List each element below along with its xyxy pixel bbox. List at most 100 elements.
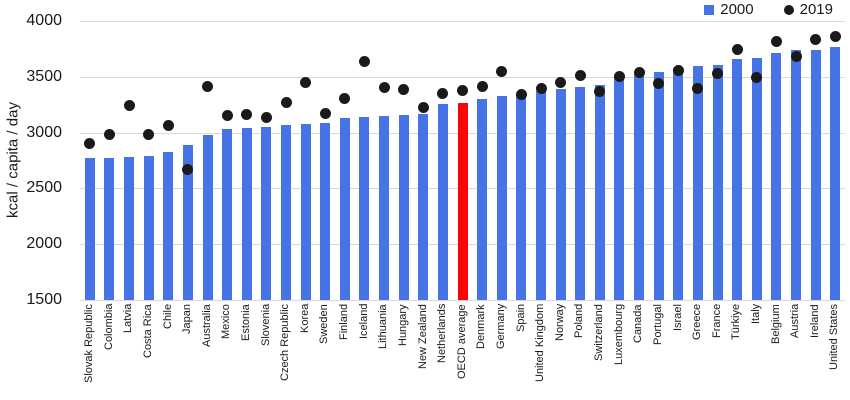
bar-2000-denmark: [477, 99, 488, 300]
x-axis-label-france: France: [710, 304, 723, 339]
x-axis-label-israel: Israel: [671, 304, 684, 331]
bar-2000-canada: [634, 73, 644, 300]
bar-2000-czech-republic: [281, 125, 291, 300]
bar-2000-korea: [300, 123, 311, 300]
legend-label-2019: 2019: [799, 1, 833, 18]
dot-2019-colombia: [103, 128, 115, 140]
dot-2019-finland: [339, 92, 351, 104]
dot-2019-denmark: [476, 80, 488, 92]
x-axis-label-netherlands: Netherlands: [436, 304, 449, 364]
bar-2000-switzerland: [594, 84, 605, 300]
x-axis-label-lithuania: Lithuania: [377, 304, 390, 349]
dot-2019-japan: [182, 163, 194, 175]
dot-2019-ireland: [810, 33, 822, 45]
dot-2019-united-kingdom: [535, 82, 547, 94]
bar-2000-belgium: [771, 53, 782, 300]
bar-2000-germany: [496, 95, 507, 300]
bar-2000-slovenia: [261, 127, 272, 300]
bar-2000-costa-rica: [143, 156, 154, 300]
y-tick-label-3500: 3500: [26, 67, 62, 85]
dot-2019-switzerland: [594, 85, 606, 97]
x-axis-label-austria: Austria: [789, 304, 802, 339]
bar-2000-latvia: [124, 157, 134, 300]
dot-2019-latvia: [123, 99, 135, 111]
bar-2000-new-zealand: [418, 113, 429, 300]
dot-2019-portugal: [653, 78, 665, 89]
highlight-bar-oecd-average: [457, 103, 468, 300]
x-axis-label-sweden: Sweden: [318, 304, 331, 344]
bar-2000-spain: [516, 94, 527, 300]
x-axis-label-mexico: Mexico: [220, 304, 233, 339]
legend-dot-marker: [783, 4, 794, 15]
x-axis-label-denmark: Denmark: [475, 304, 488, 349]
dot-2019-lithuania: [378, 81, 390, 93]
dot-2019-italy: [751, 71, 763, 83]
x-axis-label-spain: Spain: [514, 304, 527, 333]
dot-2019-slovak-republic: [84, 138, 96, 150]
gridline-4000: [80, 21, 845, 22]
bar-2000-norway: [555, 89, 566, 300]
x-axis-label-germany: Germany: [494, 304, 507, 350]
x-axis-label-switzerland: Switzerland: [593, 304, 605, 361]
dot-2019-canada: [633, 66, 645, 78]
x-axis-label-united-states: United States: [828, 304, 841, 371]
dot-2019-slovenia: [260, 111, 272, 123]
dot-2019-iceland: [358, 55, 370, 67]
dot-2019-t-rkiye: [731, 44, 743, 55]
y-tick-label-1500: 1500: [26, 291, 62, 308]
bar-2000-united-kingdom: [536, 91, 546, 300]
bar-2000-estonia: [241, 128, 252, 300]
dot-2019-spain: [515, 89, 527, 101]
y-tick-label-3000: 3000: [26, 123, 62, 141]
dot-2019-korea: [300, 76, 312, 88]
bar-2000-slovak-republic: [84, 158, 95, 300]
dot-2019-united-states: [829, 31, 841, 43]
bar-2000-portugal: [653, 71, 664, 300]
x-axis-label-norway: Norway: [553, 304, 566, 342]
dot-2019-estonia: [241, 109, 253, 121]
legend-item-2019: 2019: [783, 1, 833, 18]
x-axis-label-iceland: Iceland: [357, 304, 370, 340]
bar-2000-united-states: [830, 47, 841, 300]
legend-square-marker: [704, 4, 715, 15]
bar-2000-australia: [202, 134, 213, 300]
x-axis-label-colombia: Colombia: [102, 304, 115, 351]
x-axis-label-estonia: Estonia: [239, 304, 252, 341]
dot-2019-chile: [162, 119, 174, 131]
x-axis-label-poland: Poland: [573, 304, 586, 339]
bar-2000-mexico: [222, 129, 233, 300]
bar-2000-italy: [751, 57, 762, 300]
x-axis-label-italy: Italy: [749, 304, 762, 325]
x-axis-label-korea: Korea: [298, 304, 311, 334]
x-axis-label-canada: Canada: [632, 304, 645, 343]
legend: 2000 2019: [704, 1, 833, 18]
gridline-3500: [80, 76, 845, 78]
x-axis-label-hungary: Hungary: [396, 304, 409, 346]
x-axis-label-latvia: Latvia: [122, 304, 135, 334]
x-axis-label-t-rkiye: Türkiye: [730, 304, 743, 341]
x-axis-label-chile: Chile: [161, 304, 174, 330]
x-axis-label-new-zealand: New Zealand: [416, 304, 429, 369]
x-axis-label-slovenia: Slovenia: [259, 304, 272, 347]
dot-2019-australia: [202, 80, 213, 92]
x-axis-label-czech-republic: Czech Republic: [279, 304, 292, 382]
bar-2000-finland: [339, 117, 350, 300]
gridline-1500: [80, 300, 845, 301]
bar-2000-ireland: [810, 49, 821, 300]
x-axis-label-japan: Japan: [181, 304, 194, 334]
legend-item-2000: 2000: [704, 1, 754, 18]
bar-2000-hungary: [398, 114, 409, 300]
bar-2000-israel: [673, 68, 684, 300]
dot-2019-poland: [574, 70, 586, 82]
bar-2000-t-rkiye: [732, 58, 743, 300]
bar-2000-luxembourg: [614, 76, 625, 300]
bar-2000-japan: [182, 145, 193, 300]
dot-2019-belgium: [770, 36, 782, 48]
dot-2019-austria: [790, 50, 802, 62]
x-axis-label-slovak-republic: Slovak Republic: [83, 304, 95, 383]
x-axis-label-australia: Australia: [200, 304, 213, 347]
dot-2019-hungary: [398, 84, 410, 96]
bar-2000-chile: [163, 151, 174, 300]
y-axis-title: kcal / capita / day: [4, 102, 22, 218]
